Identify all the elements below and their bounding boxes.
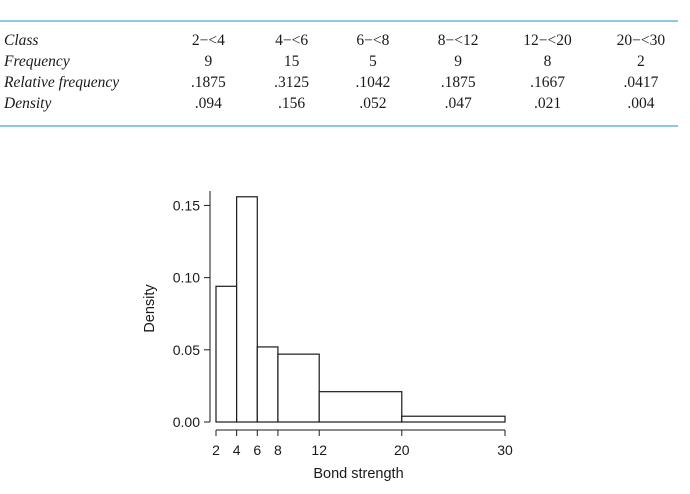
table-bottom-rule [0,125,678,127]
table-cell: .3125 [274,74,310,91]
histogram-bar [256,346,279,423]
table-cell: 15 [283,53,300,70]
table-cell: 6−<8 [356,32,390,49]
histogram-bar [318,391,403,423]
table-cell: 9 [204,53,213,70]
table-cell: .004 [627,95,655,112]
y-tick-label: 0.05 [173,342,200,358]
table-cell: .1042 [355,74,391,91]
x-tick-label: 2 [212,442,220,458]
frequency-table: Class 2−<4 4−<6 6−<8 8−<12 12−<20 20−<30 Freque… [4,30,690,114]
histogram-bar [401,415,506,423]
table-cell: 20−<30 [616,32,666,49]
table-cell: .047 [444,95,472,112]
table-cell: .1875 [440,74,476,91]
table-cell: .052 [359,95,387,112]
row-label: Class [4,32,39,49]
table-cell: .156 [278,95,306,112]
table-cell: 2 [637,53,645,70]
table-cell: .094 [194,95,222,112]
table-cell: 12−<20 [523,32,572,49]
x-tick-label: 12 [311,442,327,458]
row-label: Density [4,95,52,112]
y-axis-title: Density [142,284,158,333]
table-cell: .021 [533,95,562,112]
y-tick-label: 0.00 [173,414,200,430]
table-cell: 8 [543,53,552,70]
table-cell: .1875 [190,74,226,91]
table-row: Class 2−<4 4−<6 6−<8 8−<12 12−<20 20−<30 [4,30,690,51]
x-tick-label: 8 [274,442,282,458]
table-row: Frequency 9 15 5 9 8 2 [4,51,690,72]
histogram-bar [277,353,320,423]
x-axis-title: Bond strength [313,466,403,482]
x-tick-label: 4 [233,442,241,458]
y-tick-label: 0.10 [173,270,200,286]
table-cell: 4−<6 [275,32,309,49]
x-tick-label: 30 [497,442,513,458]
table-cell: .1667 [530,74,565,91]
x-tick-label: 6 [253,442,261,458]
table-cell: 8−<12 [437,32,479,49]
table-cell: 5 [369,53,377,70]
histogram-bar [236,196,258,423]
row-label: Relative frequency [4,74,120,91]
table-row: Relative frequency .1875 .3125 .1042 .1875 .1… [4,72,690,93]
table-row: Density .094 .156 .052 .047 .021 .004 [4,93,690,114]
table-cell: 9 [454,53,463,70]
y-tick-label: 0.15 [173,197,200,213]
table-cell: 2−<4 [191,32,225,49]
table-cell: .0417 [623,74,659,91]
table-top-rule [0,20,678,22]
histogram-bar [215,285,238,423]
row-label: Frequency [4,53,70,70]
x-tick-label: 20 [394,442,410,458]
